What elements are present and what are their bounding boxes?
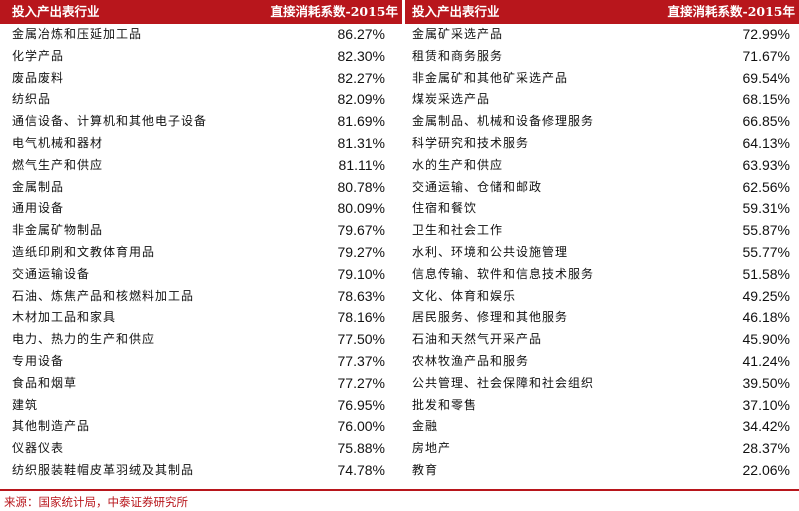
industry-cell: 教育 (412, 463, 439, 477)
industry-cell: 农林牧渔产品和服务 (412, 354, 530, 368)
industry-cell: 非金属矿物制品 (12, 223, 104, 238)
header-cell: 投入产出表行业 (12, 4, 100, 19)
coefficient-cell: 55.77% (742, 244, 790, 260)
industry-cell: 金属制品、机械和设备修理服务 (412, 114, 595, 129)
coefficient-cell: 37.10% (742, 396, 790, 413)
coefficient-cell: 78.63% (337, 287, 385, 304)
coefficient-cell: 79.27% (337, 244, 385, 260)
coefficient-cell: 77.37% (337, 353, 385, 369)
coefficient-cell: 41.24% (742, 353, 790, 369)
industry-cell: 造纸印刷和文教体育用品 (12, 245, 156, 259)
coefficient-cell: 82.30% (337, 47, 385, 64)
industry-cell: 金属制品 (12, 179, 65, 194)
coefficient-cell: 86.27% (337, 26, 385, 42)
coefficient-cell: 79.10% (337, 265, 385, 282)
industry-cell: 金属矿采选产品 (412, 27, 504, 41)
coefficient-cell: 64.13% (742, 135, 790, 151)
industry-cell: 废品废料 (12, 70, 65, 85)
industry-cell: 住宿和餐饮 (412, 201, 478, 216)
industry-cell: 专用设备 (12, 354, 65, 368)
coefficient-cell: 34.42% (742, 418, 790, 435)
coefficient-cell: 81.69% (337, 113, 385, 130)
coefficient-cell: 79.67% (337, 222, 385, 239)
industry-cell: 租赁和商务服务 (412, 48, 504, 63)
industry-cell: 交通运输、仓储和邮政 (412, 179, 543, 194)
industry-cell: 水利、环境和公共设施管理 (412, 245, 569, 259)
header-cell: 直接消耗系数-2015年 (667, 4, 795, 19)
coefficient-cell: 72.99% (742, 26, 790, 42)
industry-cell: 房地产 (412, 441, 452, 456)
industry-cell: 通信设备、计算机和其他电子设备 (12, 114, 208, 129)
industry-cell: 木材加工品和家具 (12, 310, 117, 325)
coefficient-cell: 82.27% (337, 69, 385, 86)
industry-cell: 电力、热力的生产和供应 (12, 332, 156, 347)
coefficient-cell: 66.85% (742, 113, 790, 130)
industry-cell: 金属冶炼和压延加工品 (12, 27, 143, 41)
industry-cell: 纺织服装鞋帽皮革羽绒及其制品 (12, 463, 195, 477)
coefficient-cell: 51.58% (742, 265, 790, 282)
industry-cell: 煤炭采选产品 (412, 92, 491, 107)
coefficient-cell: 77.27% (337, 374, 385, 391)
industry-cell: 通用设备 (12, 201, 65, 216)
header-cell: 投入产出表行业 (412, 4, 500, 19)
industry-cell: 信息传输、软件和信息技术服务 (412, 266, 595, 281)
industry-cell: 公共管理、社会保障和社会组织 (412, 375, 595, 390)
coefficient-cell: 71.67% (742, 47, 790, 64)
industry-cell: 科学研究和技术服务 (412, 136, 530, 150)
coefficient-cell: 63.93% (742, 156, 790, 173)
industry-cell: 石油和天然气开采产品 (412, 332, 543, 347)
coefficient-cell: 22.06% (742, 462, 790, 478)
industry-cell: 卫生和社会工作 (412, 223, 504, 238)
header-bar (405, 0, 799, 24)
coefficient-cell: 75.88% (337, 440, 385, 457)
industry-cell: 其他制造产品 (12, 419, 91, 434)
coefficient-cell: 62.56% (742, 178, 790, 195)
coefficient-cell: 59.31% (742, 200, 790, 217)
coefficient-cell: 46.18% (742, 309, 790, 326)
industry-cell: 仪器仪表 (12, 441, 65, 456)
coefficient-cell: 28.37% (742, 440, 790, 457)
industry-cell: 交通运输设备 (12, 266, 91, 281)
industry-cell: 燃气生产和供应 (12, 157, 104, 172)
industry-cell: 石油、炼焦产品和核燃料加工品 (12, 288, 195, 303)
coefficient-cell: 77.50% (337, 331, 385, 348)
coefficient-cell: 49.25% (742, 287, 790, 304)
header-bar (0, 0, 402, 24)
coefficient-cell: 80.78% (337, 178, 385, 195)
coefficient-cell: 68.15% (742, 91, 790, 108)
industry-cell: 化学产品 (12, 48, 65, 63)
coefficient-cell: 80.09% (337, 200, 385, 217)
industry-cell: 文化、体育和娱乐 (412, 288, 517, 303)
coefficient-cell: 81.31% (337, 135, 385, 151)
industry-cell: 批发和零售 (412, 397, 478, 412)
industry-cell: 金融 (412, 419, 439, 434)
source-rule (0, 489, 799, 491)
industry-cell: 电气机械和器材 (12, 136, 104, 150)
coefficient-cell: 76.00% (337, 418, 385, 435)
industry-cell: 居民服务、修理和其他服务 (412, 310, 569, 325)
coefficient-cell: 81.11% (338, 156, 385, 173)
coefficient-cell: 39.50% (742, 374, 790, 391)
coefficient-cell: 74.78% (337, 462, 385, 478)
coefficient-cell: 45.90% (742, 331, 790, 348)
industry-cell: 非金属矿和其他矿采选产品 (412, 70, 569, 85)
coefficient-cell: 76.95% (337, 396, 385, 413)
coefficient-cell: 78.16% (337, 309, 385, 326)
source-note: 来源：国家统计局，中泰证券研究所 (4, 497, 188, 509)
industry-cell: 建筑 (12, 397, 39, 412)
header-cell: 直接消耗系数-2015年 (270, 4, 398, 19)
industry-cell: 纺织品 (12, 92, 52, 107)
industry-cell: 水的生产和供应 (412, 157, 504, 172)
industry-cell: 食品和烟草 (12, 375, 78, 390)
coefficient-cell: 55.87% (742, 222, 790, 239)
coefficient-cell: 82.09% (337, 91, 385, 108)
coefficient-cell: 69.54% (742, 69, 790, 86)
